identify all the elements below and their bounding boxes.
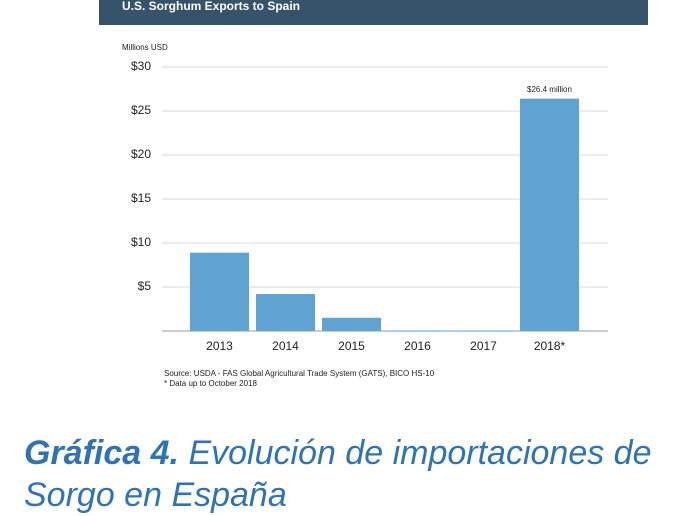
- y-axis-label: Millions USD: [122, 43, 168, 52]
- bar: [322, 317, 381, 331]
- value-label: $26.4 million: [527, 85, 572, 94]
- x-tick-label: 2013: [206, 339, 233, 353]
- caption-label: Gráfica 4.: [24, 434, 179, 472]
- x-tick-label: 2014: [272, 339, 299, 353]
- x-tick-label: 2018*: [534, 339, 566, 353]
- caption: Gráfica 4. Evolución de importaciones de…: [24, 432, 700, 516]
- bar: [256, 294, 315, 331]
- bar: [190, 252, 249, 331]
- chart-title: U.S. Sorghum Exports to Spain: [122, 0, 300, 13]
- chart: U.S. Sorghum Exports to Spain Millions U…: [99, 0, 648, 388]
- x-tick-label: 2015: [338, 339, 365, 353]
- bar: [454, 330, 513, 332]
- y-tick-label: $30: [131, 59, 151, 73]
- y-tick-label: $5: [138, 279, 152, 293]
- page: U.S. Sorghum Exports to Spain Millions U…: [24, 0, 652, 514]
- data-note: * Data up to October 2018: [164, 379, 258, 388]
- x-tick-label: 2016: [404, 339, 431, 353]
- x-tick-label: 2017: [470, 339, 497, 353]
- source-note: Source: USDA - FAS Global Agricultural T…: [164, 369, 435, 378]
- y-tick-label: $20: [131, 147, 151, 161]
- y-tick-label: $15: [131, 191, 151, 205]
- y-tick-label: $10: [131, 235, 151, 249]
- title-bar: [99, 0, 648, 25]
- y-tick-label: $25: [131, 103, 151, 117]
- bar: [520, 98, 579, 332]
- bar: [388, 330, 447, 332]
